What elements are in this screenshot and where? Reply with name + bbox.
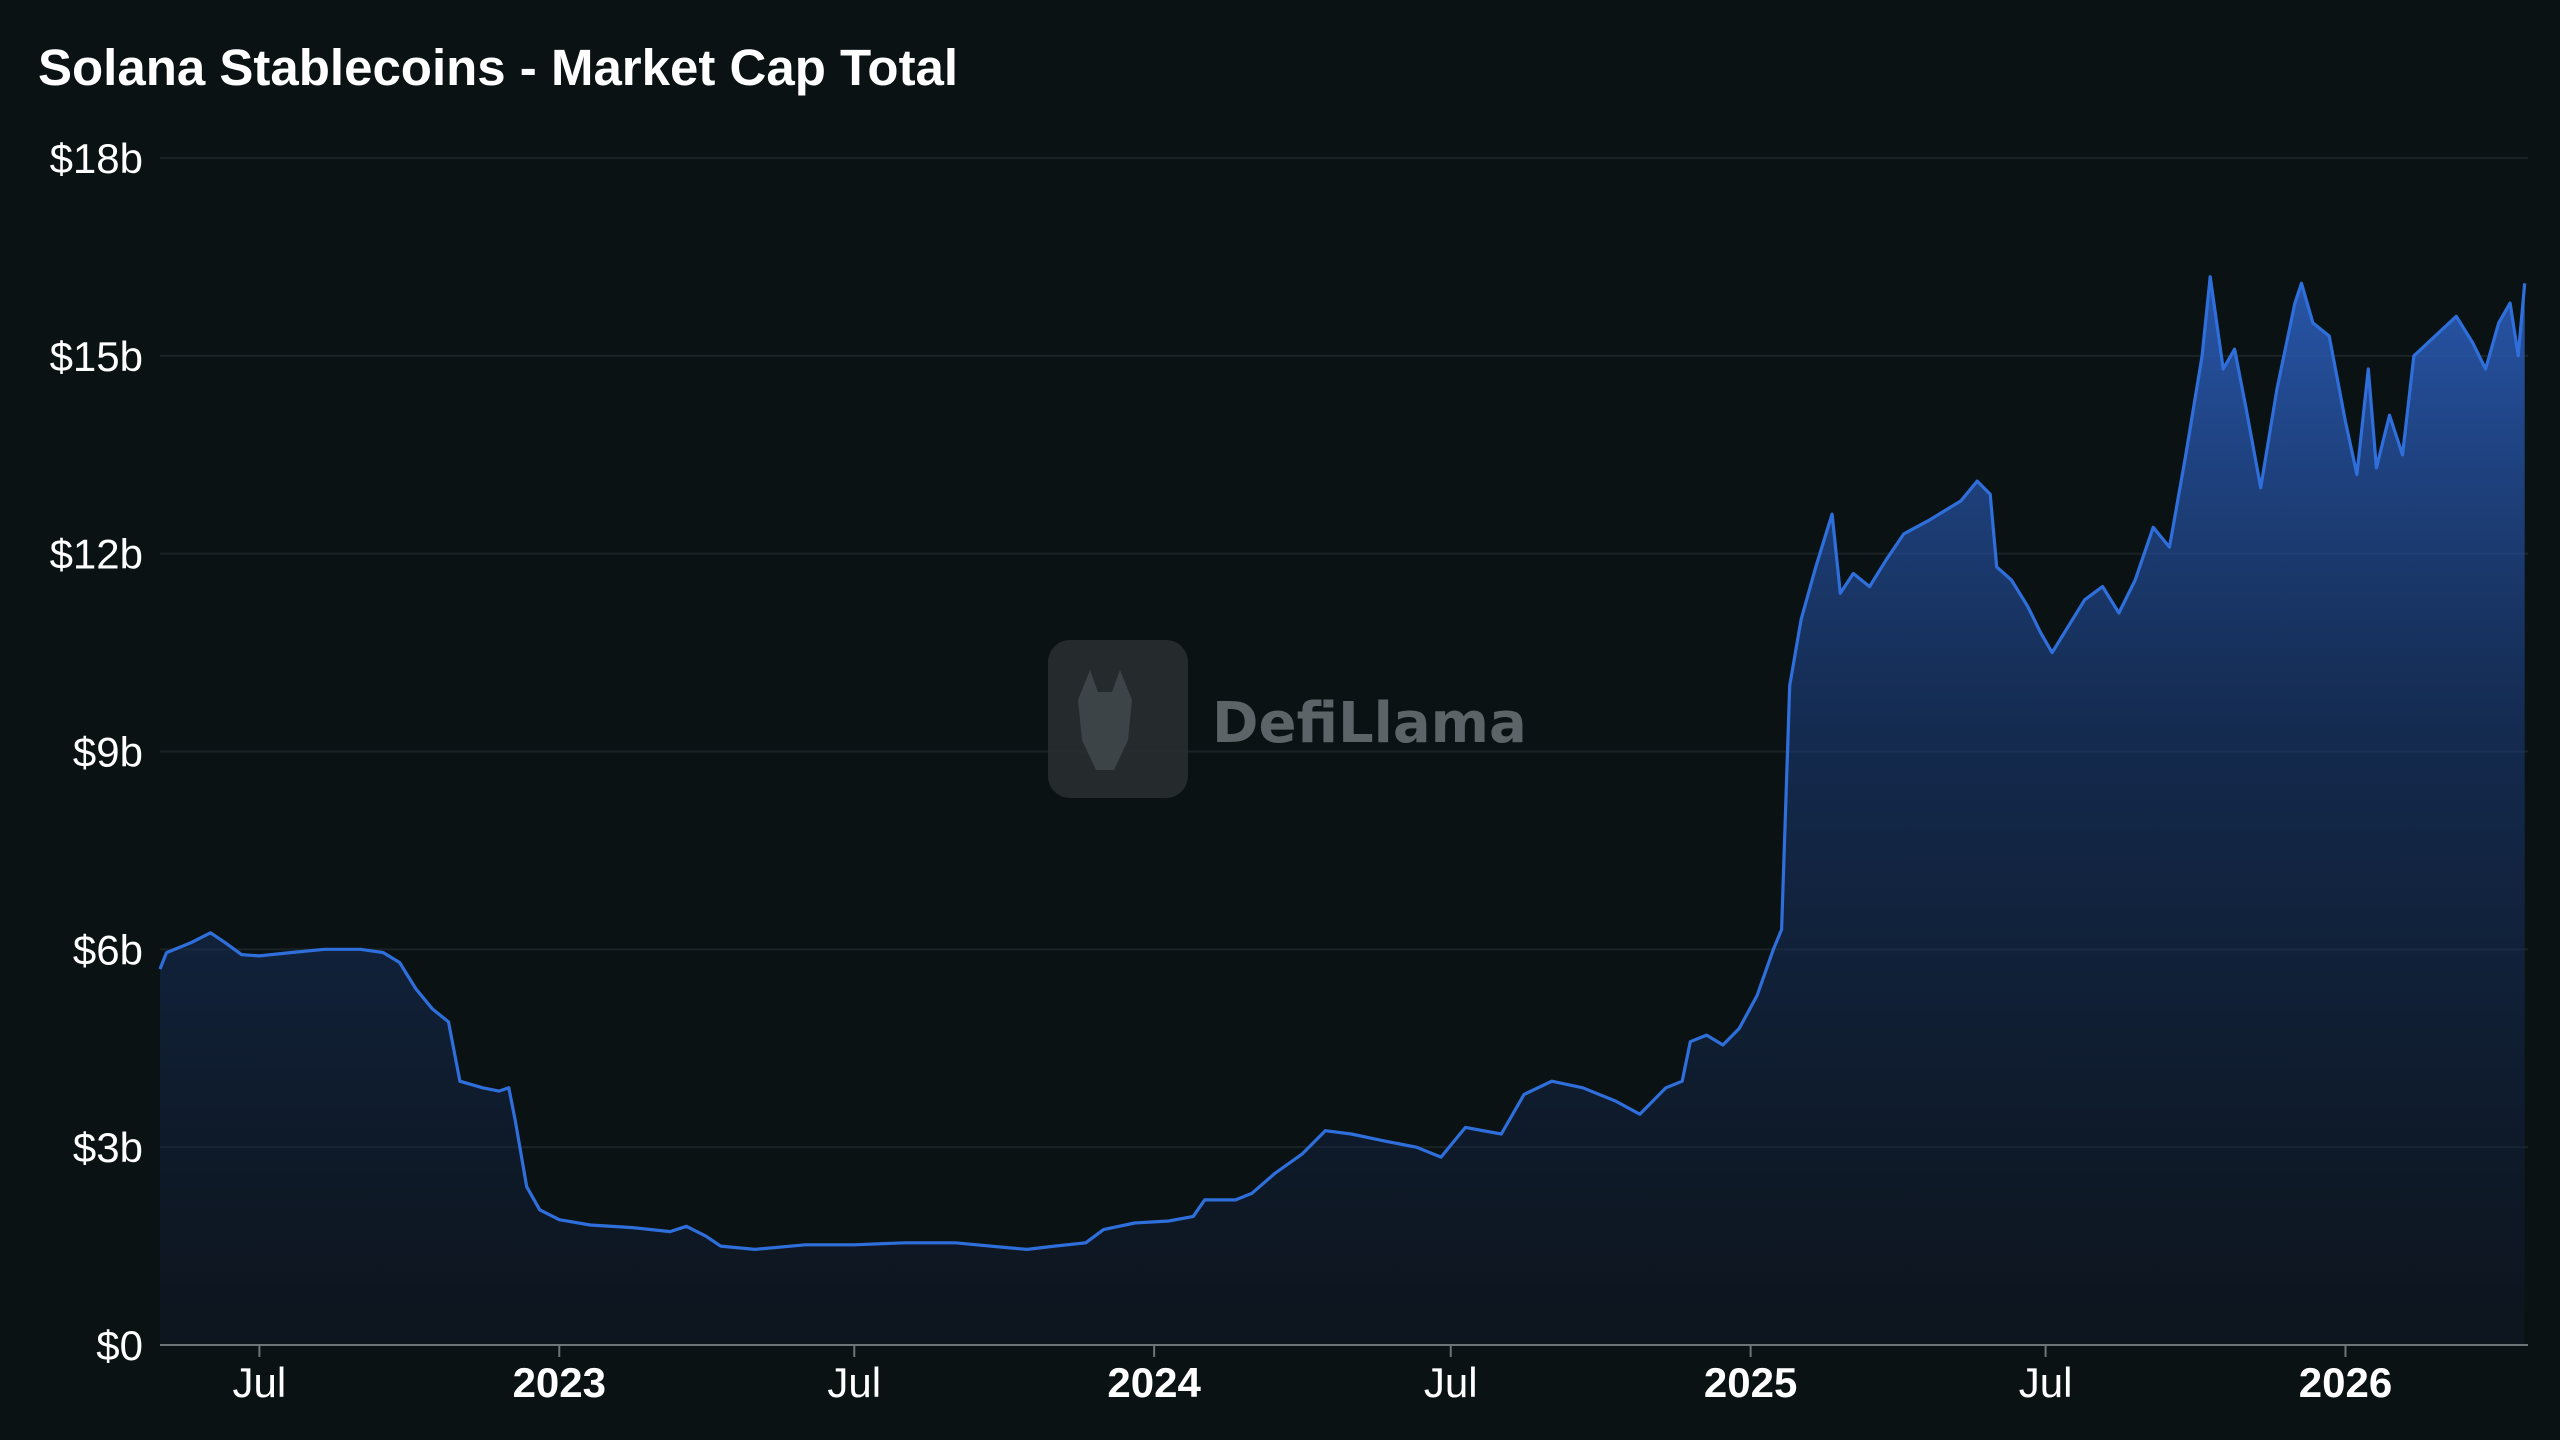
x-tick-label: Jul: [827, 1359, 881, 1406]
y-tick-label: $18b: [50, 135, 143, 182]
watermark-text: DefiLlama: [1212, 691, 1527, 756]
x-tick-label: Jul: [233, 1359, 287, 1406]
line-layer: [158, 275, 2527, 1251]
x-tick-label: 2026: [2299, 1359, 2392, 1406]
market-cap-line[interactable]: [158, 275, 2527, 1251]
chart-title: Solana Stablecoins - Market Cap Total: [38, 39, 959, 96]
llama-head-icon: [1078, 670, 1132, 770]
defillama-watermark: DefiLlama: [1048, 640, 1527, 798]
x-tick-label: Jul: [1424, 1359, 1478, 1406]
y-tick-label: $0: [96, 1322, 143, 1369]
x-tick-label: 2025: [1704, 1359, 1797, 1406]
x-axis: Jul 2023 Jul 2024 Jul 2025 Jul 2026: [160, 1344, 2528, 1406]
x-tick-label: 2023: [513, 1359, 606, 1406]
y-axis: $0 $3b $6b $9b $12b $15b $18b: [50, 135, 143, 1369]
y-tick-label: $3b: [73, 1124, 143, 1171]
y-tick-label: $15b: [50, 333, 143, 380]
x-tick-label: Jul: [2019, 1359, 2073, 1406]
x-tick-label: 2024: [1107, 1359, 1201, 1406]
market-cap-area: [160, 276, 2525, 1346]
y-tick-label: $12b: [50, 531, 143, 578]
area-layer: [160, 276, 2525, 1346]
grid-lines: [160, 157, 2528, 1149]
y-tick-label: $9b: [73, 729, 143, 776]
y-tick-label: $6b: [73, 926, 143, 973]
